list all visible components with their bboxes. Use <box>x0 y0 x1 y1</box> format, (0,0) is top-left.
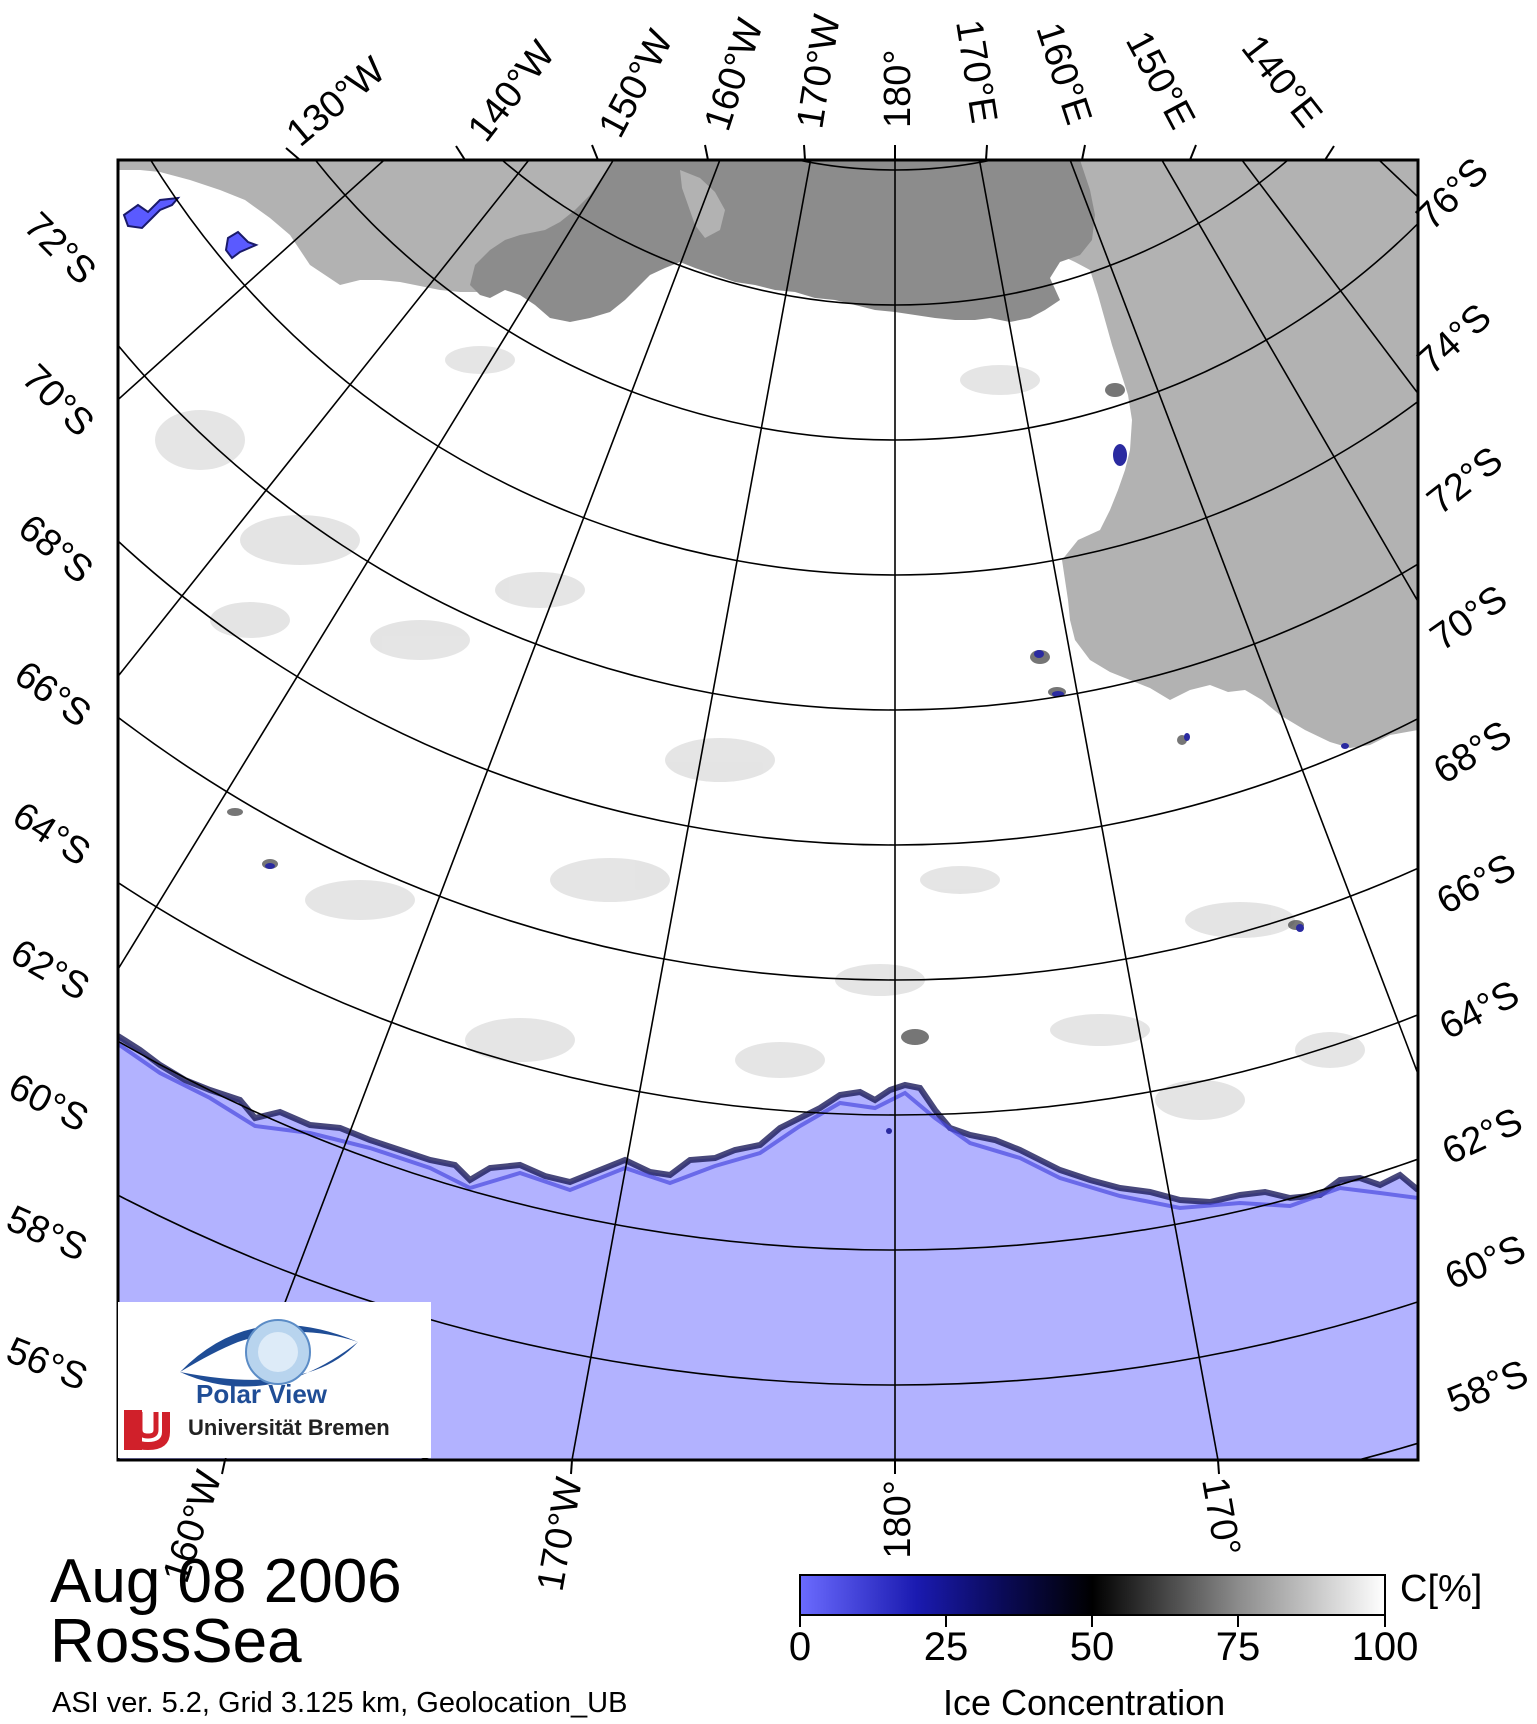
colorbar-tick-label: 75 <box>1215 1625 1261 1669</box>
left-latitude-labels: 72°S 70°S 68°S 66°S 64°S 62°S 60°S 58°S … <box>0 205 104 1400</box>
lat-label-right: 68°S <box>1427 713 1519 793</box>
ice-texture <box>155 346 1365 1120</box>
lat-label-left: 68°S <box>10 507 100 592</box>
lat-label-right: 66°S <box>1430 846 1523 923</box>
colorbar-tick-label: 25 <box>923 1625 969 1669</box>
lon-label-top: 170°W <box>789 12 848 132</box>
lat-label-left: 70°S <box>14 357 102 445</box>
lon-label-top: 150°W <box>591 23 682 144</box>
colorbar-tick-label: 0 <box>788 1625 812 1669</box>
lon-label-top: 180° <box>877 49 919 128</box>
lon-label-top: 160°W <box>697 14 772 136</box>
ice-edge-blue <box>118 1042 1418 1211</box>
map-metadata: ASI ver. 5.2, Grid 3.125 km, Geolocation… <box>52 1687 628 1719</box>
lat-label-right: 74°S <box>1410 296 1500 383</box>
logo-title: Polar View <box>196 1379 328 1409</box>
colorbar-unit: C[%] <box>1400 1568 1483 1610</box>
lon-label-top: 170°E <box>947 17 1005 126</box>
map-date: Aug 08 2006 <box>50 1547 402 1616</box>
lat-label-left: 62°S <box>4 931 97 1009</box>
polynya-top-left-2 <box>224 230 259 260</box>
colorbar-title: Ice Concentration <box>943 1682 1226 1723</box>
bottom-ticks <box>221 1459 1220 1475</box>
lat-label-right: 58°S <box>1442 1352 1535 1422</box>
colorbar-tick-label: 100 <box>1351 1625 1419 1669</box>
lon-label-top: 160°E <box>1027 18 1099 130</box>
lon-label-bottom: 180° <box>877 1480 919 1559</box>
antarctic-land <box>118 160 1418 748</box>
open-ocean <box>118 1036 1418 1460</box>
lat-label-right: 70°S <box>1423 577 1515 659</box>
low-ice-spots <box>265 444 1349 1134</box>
lon-label-top: 130°W <box>279 49 394 155</box>
lat-label-left: 58°S <box>0 1198 93 1270</box>
map-region: RossSea <box>50 1607 302 1676</box>
ross-ice-shelf <box>470 160 1095 322</box>
lat-label-right: 64°S <box>1433 973 1526 1048</box>
lon-label-bottom: 170°W <box>530 1474 591 1594</box>
colorbar-tick-label: 50 <box>1069 1625 1115 1669</box>
lat-label-right: 76°S <box>1409 150 1497 238</box>
colorbar-ticks <box>799 1615 1386 1627</box>
latitude-circles <box>118 160 1418 1460</box>
polynya-top-left <box>122 196 181 230</box>
colorbar <box>799 1574 1386 1616</box>
lat-label-left: 72°S <box>16 205 104 293</box>
right-latitude-labels: 76°S 74°S 72°S 70°S 68°S 66°S 64°S 62°S … <box>1409 150 1534 1422</box>
top-longitude-labels: 130°W 140°W 150°W 160°W 170°W 180° 170°E… <box>279 12 1330 155</box>
logo-institution: Universität Bremen <box>188 1415 390 1440</box>
lat-label-right: 72°S <box>1420 439 1511 523</box>
lon-label-top: 140°E <box>1233 28 1330 136</box>
eye-globe-icon <box>124 1319 358 1450</box>
lat-label-right: 62°S <box>1436 1100 1529 1173</box>
lon-label-top: 150°E <box>1117 25 1203 137</box>
ice-dark-patches <box>227 383 1304 1045</box>
map-frame <box>116 158 1420 1462</box>
lat-label-left: 66°S <box>7 653 99 736</box>
top-ticks <box>285 144 1335 161</box>
lon-label-top: 140°W <box>460 33 564 149</box>
polar-view-logo: Polar View Universität Bremen <box>118 1302 431 1458</box>
longitude-lines <box>118 160 1418 1460</box>
lat-label-right: 60°S <box>1439 1227 1532 1298</box>
lat-label-left: 64°S <box>5 794 97 874</box>
lat-label-left: 60°S <box>2 1066 95 1141</box>
lat-label-left: 56°S <box>1 1329 94 1399</box>
lon-label-bottom: 170° <box>1193 1474 1248 1559</box>
